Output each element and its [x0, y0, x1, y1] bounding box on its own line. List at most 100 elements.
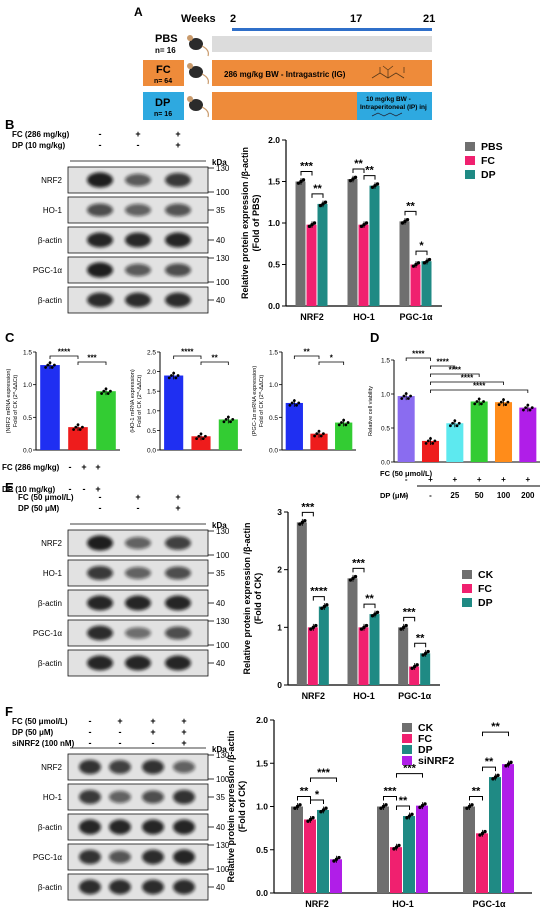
data-point [44, 366, 47, 369]
bar [416, 805, 428, 893]
protein-band [87, 655, 113, 671]
y-axis-label: Relative cell viability [368, 386, 374, 436]
kda-label: kDa [212, 745, 227, 754]
significance-label: ** [313, 183, 322, 195]
significance-bracket [352, 168, 365, 174]
group-dp-n: n= 16 [154, 111, 172, 118]
protein-band [79, 819, 101, 835]
protein-label: β-actin [38, 883, 62, 892]
bar [358, 627, 369, 685]
condition-label: DP (10 mg/kg) [12, 141, 66, 150]
data-point [429, 437, 432, 440]
protein-label: NRF2 [41, 539, 62, 548]
data-point [290, 401, 294, 405]
kda-value: 40 [216, 296, 225, 305]
bar [369, 614, 380, 685]
significance-label: ** [212, 354, 219, 363]
protein-band [165, 655, 191, 671]
data-point [226, 415, 230, 419]
condition-label: FC (286 mg/kg) [2, 463, 60, 472]
y-tick-label: 0.0 [23, 448, 32, 455]
condition-mark: + [181, 727, 186, 737]
protein-band [173, 789, 195, 805]
panel-c-charts: 0.00.51.01.5(NRF2 mRNA expression) Fold o… [2, 348, 356, 494]
data-point [310, 222, 314, 227]
group-row-dp: DP n= 16 10 mg/kg BW - Intraperitoneal (… [143, 92, 432, 120]
data-point [409, 394, 412, 398]
condition-mark: + [428, 475, 433, 484]
bar [398, 627, 409, 685]
y-tick-label: 0.0 [256, 888, 268, 898]
data-point [311, 816, 315, 820]
significance-bracket [482, 731, 509, 737]
condition-mark: + [150, 727, 155, 737]
pbs-bar [212, 36, 432, 52]
fc-treatment-text: 286 mg/kg BW - Intragastric (IG) [224, 70, 346, 79]
legend-swatch [402, 734, 412, 743]
condition-label: FC (286 mg/kg) [12, 130, 70, 139]
significance-bracket [301, 511, 314, 517]
y-tick-label: 2.0 [256, 715, 268, 725]
data-point [424, 441, 428, 445]
bar [318, 606, 329, 685]
bar [476, 833, 488, 893]
significance-label: **** [181, 348, 194, 357]
protein-band [165, 626, 191, 640]
data-point [307, 224, 312, 229]
data-point [201, 437, 205, 441]
y-tick-label: 0.0 [381, 460, 390, 467]
y-tick-label: 1.0 [381, 392, 390, 399]
panel-label: F [5, 704, 13, 719]
condition-mark: - [83, 484, 86, 494]
significance-label: ** [354, 158, 363, 170]
data-point [499, 400, 503, 404]
data-point [298, 803, 302, 807]
significance-label: ** [491, 721, 500, 733]
condition-mark: + [175, 503, 180, 513]
data-point [394, 845, 399, 849]
fc-molecule-icon [371, 65, 405, 79]
panel-b-chart: 0.0 0.5 1.0 1.5 2.0 Relative protein expressi… [240, 135, 503, 322]
data-point [431, 441, 435, 445]
condition-mark: 200 [521, 491, 535, 500]
bar [40, 365, 60, 450]
data-point [482, 400, 485, 403]
condition-mark: + [135, 492, 140, 502]
data-point [449, 424, 452, 428]
data-point [100, 392, 103, 395]
y-tick-label: 1.0 [269, 382, 278, 389]
data-point [384, 803, 388, 807]
significance-bracket [77, 361, 107, 365]
data-point [74, 425, 78, 429]
significance-label: *** [317, 767, 331, 779]
protein-band [87, 292, 113, 308]
bar [218, 419, 238, 450]
data-point [320, 606, 324, 611]
data-point [453, 419, 457, 423]
y-tick-label: 2 [277, 565, 282, 575]
legend-swatch [402, 756, 412, 765]
data-point [411, 264, 416, 268]
kda-value: 130 [216, 841, 230, 850]
condition-mark: - [99, 140, 102, 150]
data-point [422, 261, 427, 265]
protein-band [125, 566, 151, 580]
data-point [313, 434, 316, 438]
significance-label: ** [416, 632, 425, 644]
condition-label: DP (μM) [380, 491, 409, 500]
protein-band [125, 627, 151, 639]
protein-band [125, 173, 151, 187]
week-2: 2 [230, 13, 236, 25]
kda-value: 40 [216, 883, 225, 892]
protein-band [173, 849, 195, 865]
data-point [433, 439, 437, 443]
panel-label: B [5, 117, 14, 132]
condition-mark: + [175, 129, 180, 139]
protein-label: HO-1 [43, 793, 63, 802]
week-21: 21 [423, 13, 435, 25]
data-point [410, 666, 414, 670]
data-point [81, 425, 84, 429]
data-point [451, 421, 455, 425]
data-point [340, 421, 343, 424]
significance-label: ** [300, 786, 309, 798]
